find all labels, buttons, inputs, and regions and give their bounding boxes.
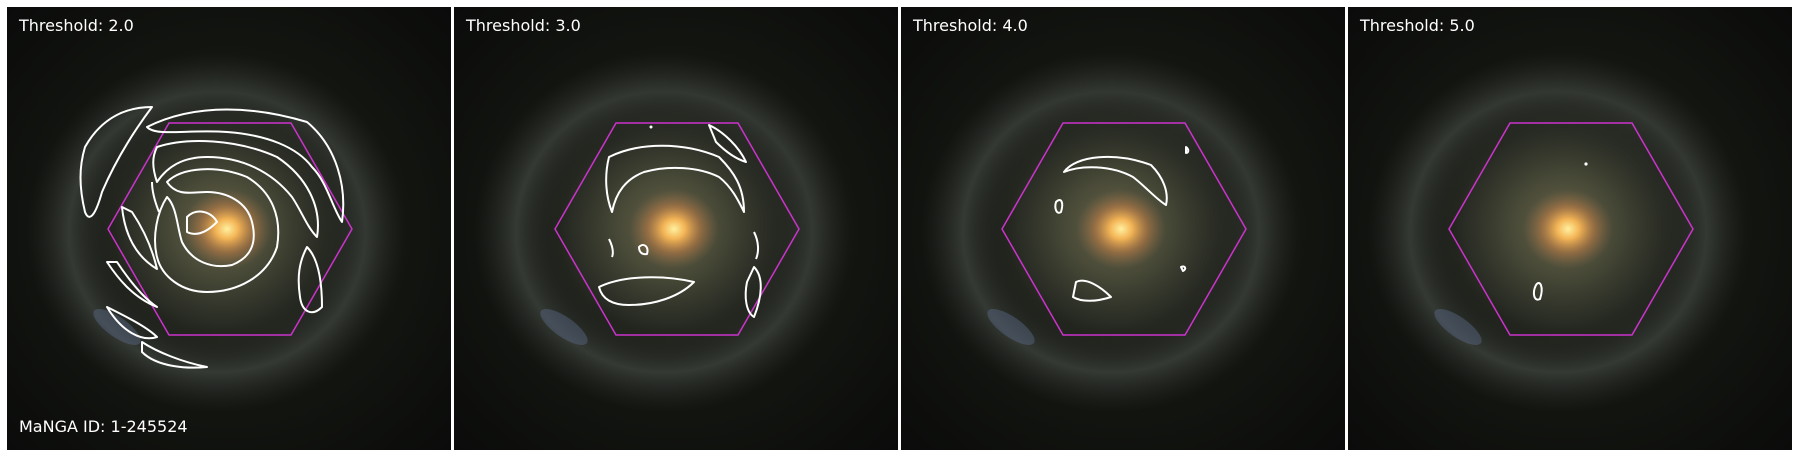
manga-id-label: MaNGA ID: 1-245524 [19,417,188,436]
ifu-hexagon [554,122,800,336]
contour-lines [1532,281,1543,301]
threshold-label: Threshold: 5.0 [1360,16,1475,35]
threshold-label: Threshold: 4.0 [913,16,1028,35]
contour-lines [598,124,762,318]
contour-lines [79,106,345,369]
threshold-label: Threshold: 2.0 [19,16,134,35]
galaxy-image [454,7,898,450]
galaxy-panel-threshold-4: Threshold: 4.0 [901,7,1345,450]
ifu-hexagon [1001,122,1247,336]
galaxy-image [901,7,1345,450]
ifu-hexagon [107,122,353,336]
threshold-label: Threshold: 3.0 [466,16,581,35]
galaxy-image [7,7,451,450]
ifu-hexagon [1448,122,1694,336]
galaxy-image [1348,7,1792,450]
contour-lines [1054,146,1190,302]
galaxy-panel-threshold-2: Threshold: 2.0 MaNGA ID: 1-245524 [7,7,451,450]
galaxy-panel-threshold-5: Threshold: 5.0 [1348,7,1792,450]
galaxy-panel-threshold-3: Threshold: 3.0 [454,7,898,450]
